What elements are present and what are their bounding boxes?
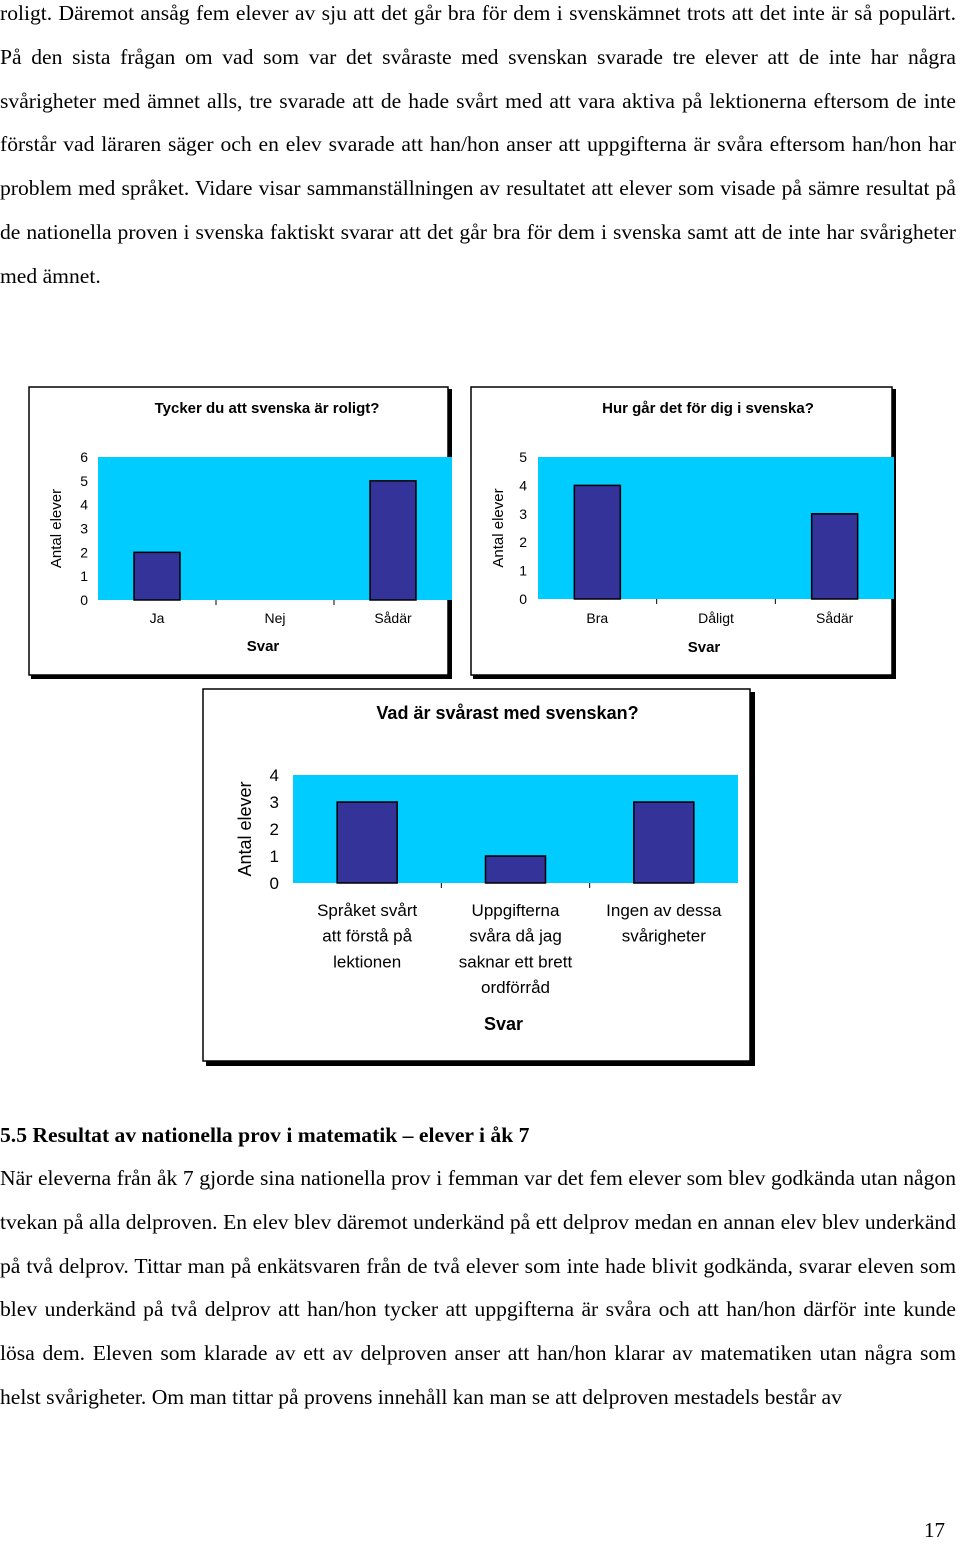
y-tick-label: 1 [270,847,279,866]
y-tick-label: 4 [270,766,279,785]
y-tick-label: 0 [519,591,527,607]
x-category-label: svåra då jag [469,927,562,946]
x-category-label: Sådär [374,610,412,626]
y-tick-label: 1 [519,563,527,579]
x-category-label: Ja [150,610,165,626]
y-tick-label: 3 [270,793,279,812]
y-tick-label: 4 [519,477,527,493]
bar [633,801,695,884]
chart-2: Hur går det för dig i svenska? 0 1 2 3 4 5 Anta… [470,386,896,679]
x-axis-label: Svar [688,639,721,656]
x-category-label: Dåligt [698,610,734,626]
y-axis-label: Antal elever [490,488,507,567]
x-axis-label: Svar [484,1014,523,1034]
y-tick-label: 3 [80,521,88,537]
x-category-label: Nej [264,610,285,626]
bar [369,480,417,601]
chart-3: Vad är svårast med svenskan? 0 1 2 3 4 Antal e… [202,688,755,1066]
paragraph-1: roligt. Däremot ansåg fem elever av sju … [0,1,956,288]
x-category-label: ordförråd [481,978,550,997]
page-number: 17 [924,1518,945,1542]
x-category-label: Uppgifterna [472,901,560,920]
x-category-label: Språket svårt [317,901,417,920]
bar [810,513,859,600]
chart-title: Tycker du att svenska är roligt? [155,400,380,417]
x-category-label: Bra [586,610,608,626]
y-tick-label: 0 [270,874,279,893]
y-tick-label: 6 [80,449,88,465]
y-tick-label: 4 [80,497,88,513]
y-axis-label: Antal elever [48,489,65,568]
y-tick-label: 2 [270,820,279,839]
chart-title: Hur går det för dig i svenska? [602,400,814,417]
x-category-label: Ingen av dessa [606,901,722,920]
y-tick-label: 5 [519,449,527,465]
x-category-label: att förstå på [322,927,412,946]
paragraph-2: När eleverna från åk 7 gjorde sina natio… [0,1166,956,1409]
chart-title: Vad är svårast med svenskan? [376,703,638,723]
bar [336,801,398,884]
x-category-label: lektionen [333,952,401,971]
y-tick-label: 3 [519,506,527,522]
y-tick-label: 5 [80,473,88,489]
x-category-label: Sådär [816,610,854,626]
bar [133,551,181,601]
bar [573,484,622,600]
y-tick-label: 2 [80,544,88,560]
x-category-label: saknar ett brett [459,952,573,971]
x-axis-label: Svar [247,638,280,655]
chart-1: Tycker du att svenska är roligt? 0 1 2 3 4 5 6 A… [28,386,452,679]
y-tick-label: 2 [519,534,527,550]
bar [484,855,547,884]
x-category-label: svårigheter [622,927,706,946]
y-axis-label: Antal elever [235,781,255,876]
y-tick-label: 0 [80,592,88,608]
y-tick-label: 1 [80,568,88,584]
section-heading: 5.5 Resultat av nationella prov i matema… [0,1123,530,1147]
